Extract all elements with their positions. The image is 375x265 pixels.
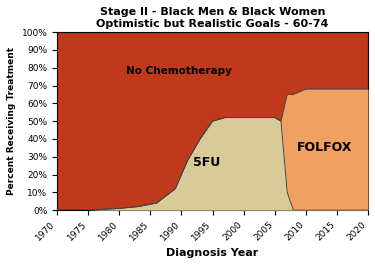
Text: 5FU: 5FU bbox=[193, 156, 220, 169]
Title: Stage II - Black Men & Black Women
Optimistic but Realistic Goals - 60-74: Stage II - Black Men & Black Women Optim… bbox=[96, 7, 329, 29]
X-axis label: Diagnosis Year: Diagnosis Year bbox=[166, 248, 259, 258]
Y-axis label: Percent Receiving Treatment: Percent Receiving Treatment bbox=[7, 47, 16, 195]
Text: FOLFOX: FOLFOX bbox=[297, 141, 352, 154]
Text: No Chemotherapy: No Chemotherapy bbox=[126, 66, 231, 76]
